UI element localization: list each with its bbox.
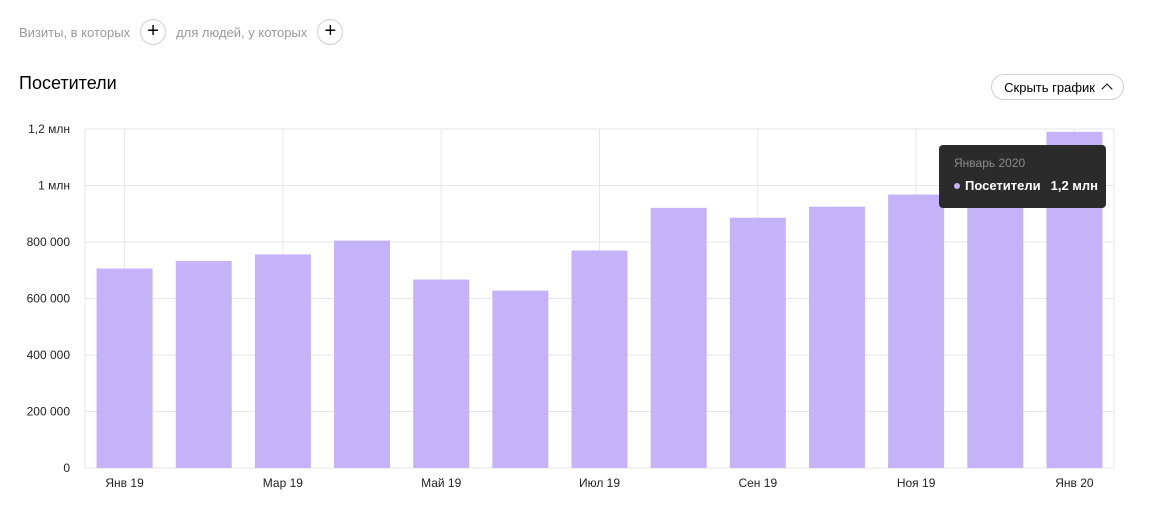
x-tick-label: Янв 20 bbox=[1055, 476, 1094, 490]
chart-title: Посетители bbox=[19, 73, 117, 93]
x-tick-label: Июл 19 bbox=[579, 476, 620, 490]
bar[interactable] bbox=[888, 194, 945, 469]
y-tick-label: 600 000 bbox=[27, 292, 71, 306]
x-tick-label: Сен 19 bbox=[738, 476, 777, 490]
y-tick-label: 800 000 bbox=[27, 235, 71, 249]
x-tick-label: Мар 19 bbox=[263, 476, 303, 490]
bar[interactable] bbox=[650, 207, 707, 468]
hide-chart-button[interactable]: Скрыть график bbox=[991, 74, 1124, 100]
x-tick-label: Ноя 19 bbox=[897, 476, 936, 490]
add-visits-condition-button[interactable]: + bbox=[140, 19, 167, 45]
chart-tooltip: Январь 2020 Посетители 1,2 млн bbox=[939, 145, 1106, 208]
y-tick-label: 200 000 bbox=[27, 405, 71, 419]
y-axis-labels: 0 200 000 400 000 600 000 800 000 1 млн 1,2 мл… bbox=[27, 122, 71, 475]
y-tick-label: 1,2 млн bbox=[28, 122, 70, 136]
add-people-condition-button[interactable]: + bbox=[317, 19, 344, 45]
bar[interactable] bbox=[334, 240, 391, 468]
tooltip-series-name: Посетители bbox=[965, 178, 1041, 193]
tooltip-value: 1,2 млн bbox=[1050, 178, 1099, 193]
bar[interactable] bbox=[729, 217, 786, 468]
x-axis-labels: Янв 19 Мар 19 Май 19 Июл 19 Сен 19 Ноя 19 Янв … bbox=[105, 476, 1094, 490]
bar[interactable] bbox=[254, 254, 311, 468]
y-tick-label: 0 bbox=[63, 461, 70, 475]
x-tick-label: Янв 19 bbox=[105, 476, 144, 490]
tooltip-row: Посетители 1,2 млн bbox=[954, 178, 1106, 193]
bar[interactable] bbox=[571, 250, 628, 468]
bar[interactable] bbox=[492, 290, 549, 468]
bar[interactable] bbox=[96, 268, 153, 468]
visits-filter-label: Визиты, в которых bbox=[19, 24, 131, 40]
segment-filters: Визиты, в которых + для людей, у которых… bbox=[19, 17, 353, 47]
tooltip-title: Январь 2020 bbox=[954, 156, 1026, 170]
series-dot-icon bbox=[954, 182, 960, 189]
x-tick-label: Май 19 bbox=[421, 476, 462, 490]
y-tick-label: 400 000 bbox=[27, 348, 71, 362]
bar[interactable] bbox=[175, 260, 232, 468]
y-tick-label: 1 млн bbox=[38, 179, 70, 193]
bar[interactable] bbox=[967, 177, 1024, 468]
bar[interactable] bbox=[808, 206, 865, 468]
bar[interactable] bbox=[413, 279, 470, 468]
people-filter-label: для людей, у которых bbox=[176, 24, 308, 40]
hide-chart-label: Скрыть график bbox=[1004, 79, 1095, 95]
